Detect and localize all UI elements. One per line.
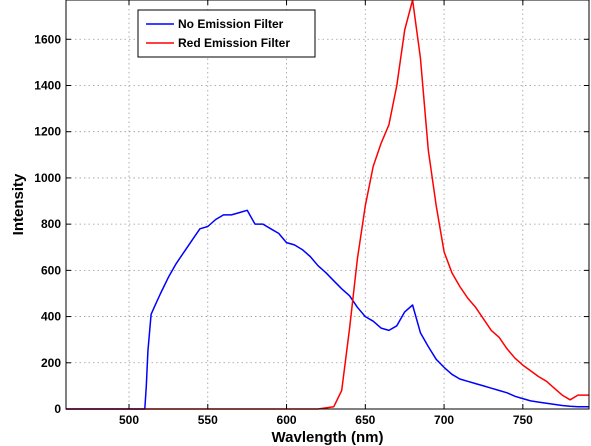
- plot-area-frame: [65, 0, 590, 410]
- x-tick-label: 750: [513, 413, 533, 427]
- grid: [66, 0, 589, 410]
- x-tick-label: 500: [119, 413, 139, 427]
- x-tick-label: 650: [355, 413, 375, 427]
- y-tick-label: 800: [41, 217, 61, 231]
- y-tick-label: 1600: [34, 32, 61, 46]
- y-tick-label: 400: [41, 310, 61, 324]
- legend-box: [137, 9, 316, 58]
- y-tick-label: 1000: [34, 171, 61, 185]
- x-tick-label: 700: [434, 413, 454, 427]
- axis-ticks: 500 550 600 650 700 750 0 200 400 600 800 1000 1200 1…: [34, 0, 589, 427]
- y-tick-label: 1200: [34, 125, 61, 139]
- series-layer: [66, 0, 589, 410]
- x-tick-label: 600: [277, 413, 297, 427]
- series-line-2: [66, 0, 589, 410]
- legend-label: No Emission Filter: [178, 17, 284, 31]
- y-tick-label: 1400: [34, 78, 61, 92]
- y-tick-label: 200: [41, 356, 61, 370]
- x-axis-title: Wavlength (nm): [272, 429, 384, 446]
- legend-label: Red Emission Filter: [178, 36, 290, 50]
- series-line-1: [66, 209, 589, 410]
- x-tick-label: 550: [198, 413, 218, 427]
- y-axis-title: Intensity: [10, 173, 27, 235]
- legend: No Emission Filter Red Emission Filter: [137, 9, 316, 58]
- y-tick-label: 600: [41, 263, 61, 277]
- y-tick-label: 0: [54, 402, 61, 416]
